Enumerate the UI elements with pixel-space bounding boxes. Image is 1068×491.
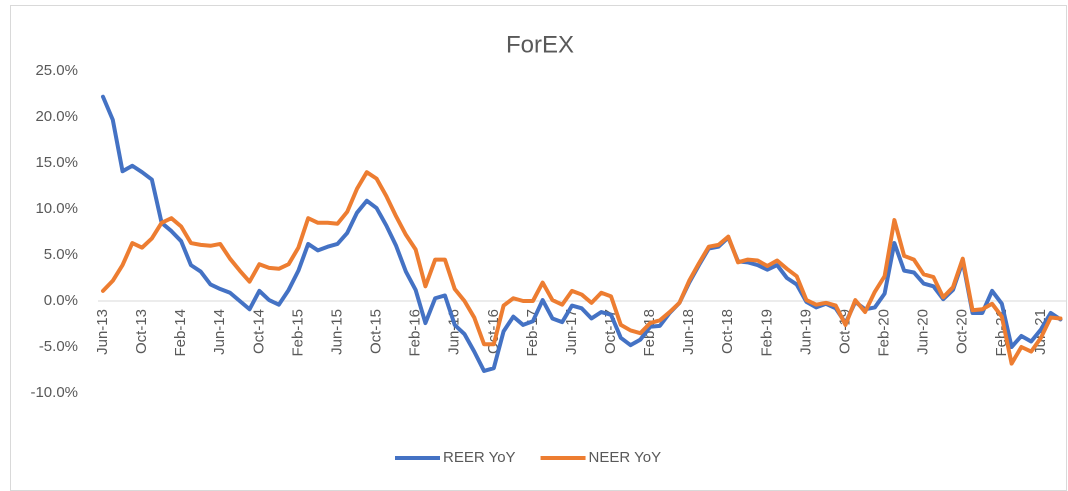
x-tick-label: Feb-19	[758, 309, 775, 357]
legend-label: NEER YoY	[589, 449, 662, 466]
x-tick-label: Feb-15	[289, 309, 306, 357]
x-tick-label: Feb-16	[407, 309, 424, 357]
x-tick-label: Oct-14	[250, 309, 267, 354]
x-tick-label: Jun-14	[211, 309, 228, 355]
y-tick-label: 15.0%	[35, 154, 78, 171]
x-tick-label: Feb-17	[524, 309, 541, 357]
x-tick-label: Oct-13	[133, 309, 150, 354]
series-line	[101, 170, 1063, 366]
x-tick-label: Jun-13	[94, 309, 111, 355]
x-tick-label: Jun-16	[446, 309, 463, 355]
y-tick-label: 10.0%	[35, 200, 78, 217]
x-tick-label: Jun-19	[797, 309, 814, 355]
y-tick-label: 20.0%	[35, 108, 78, 125]
x-tick-label: Oct-18	[719, 309, 736, 354]
y-tick-label: -5.0%	[39, 338, 78, 355]
y-tick-label: -10.0%	[30, 384, 78, 401]
x-tick-label: Jun-17	[563, 309, 580, 355]
legend-label: REER YoY	[443, 449, 516, 466]
x-tick-label: Feb-14	[172, 309, 189, 357]
x-tick-label: Oct-15	[368, 309, 385, 354]
y-tick-label: 25.0%	[35, 62, 78, 79]
series-line	[101, 94, 1063, 373]
chart-title: ForEX	[506, 31, 574, 58]
y-tick-label: 0.0%	[44, 292, 78, 309]
y-tick-label: 5.0%	[44, 246, 78, 263]
chart-frame	[10, 5, 1067, 491]
x-tick-label: Feb-20	[876, 309, 893, 357]
x-tick-label: Jun-18	[680, 309, 697, 355]
x-tick-label: Oct-20	[954, 309, 971, 354]
x-tick-label: Jun-20	[915, 309, 932, 355]
x-tick-label: Jun-15	[328, 309, 345, 355]
